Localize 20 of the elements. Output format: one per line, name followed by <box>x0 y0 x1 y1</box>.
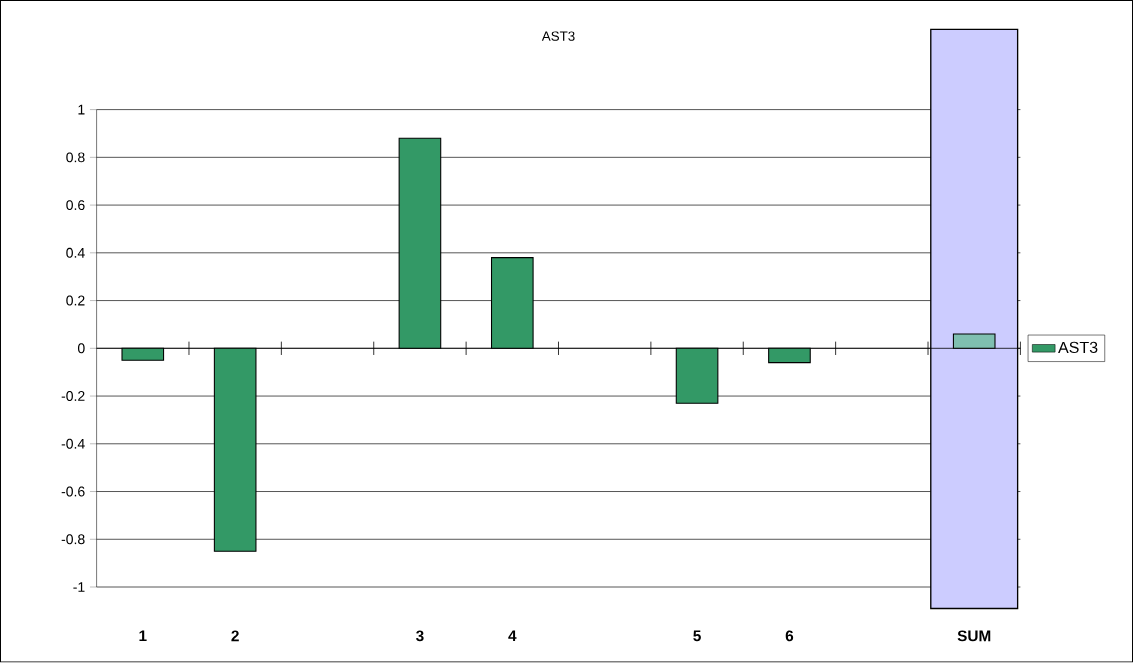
x-tick-label: SUM <box>957 630 991 642</box>
y-tick-label: -0.4 <box>61 439 85 449</box>
x-tick-label: 6 <box>785 630 794 642</box>
legend-label: AST3 <box>1058 341 1098 354</box>
y-tick-label: 0 <box>77 343 85 354</box>
x-tick-label: 5 <box>693 630 701 642</box>
y-tick-label: 0.6 <box>66 200 85 211</box>
y-tick-label: -0.2 <box>61 391 85 402</box>
y-tick-label: 0.2 <box>66 295 85 306</box>
y-tick-label: -0.6 <box>61 486 85 497</box>
y-tick-label: -0.8 <box>61 534 85 545</box>
x-tick-label: 4 <box>508 630 517 642</box>
y-tick-label: 1 <box>78 104 85 115</box>
x-tick-label: 3 <box>416 630 424 642</box>
chart-title: AST3 <box>541 31 575 42</box>
x-tick-label: 2 <box>231 630 239 642</box>
y-tick-label: -1 <box>73 582 85 593</box>
y-tick-label: 0.4 <box>66 248 85 258</box>
y-tick-label: 0.8 <box>66 152 85 163</box>
x-tick-label: 1 <box>139 630 147 642</box>
